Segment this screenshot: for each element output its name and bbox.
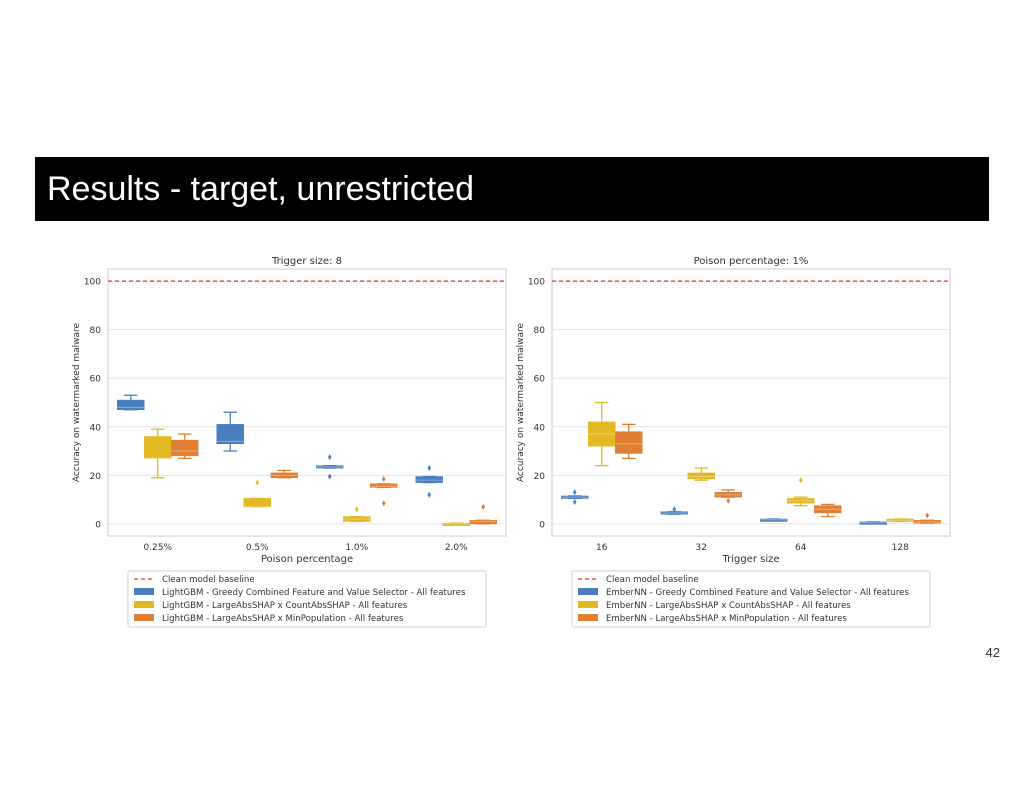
legend-swatch-minpop xyxy=(578,614,598,621)
legend-label: EmberNN - LargeAbsSHAP x MinPopulation -… xyxy=(606,614,847,624)
box-greedy-1.0% xyxy=(316,454,344,480)
y-tick-label: 40 xyxy=(534,423,546,433)
plot-area xyxy=(551,268,951,537)
box-body xyxy=(216,424,244,445)
legend-box xyxy=(571,570,931,628)
outlier-point xyxy=(327,473,332,480)
box-minpop-16 xyxy=(615,423,643,459)
legend-swatch-greedy xyxy=(134,588,154,595)
box-countabs-2.0% xyxy=(442,522,470,526)
x-axis-label: Poison percentage xyxy=(261,554,353,565)
box-countabs-16 xyxy=(588,401,616,467)
legend-swatch-countabs xyxy=(134,601,154,608)
x-tick-label: 2.0% xyxy=(445,543,468,553)
outlier-point xyxy=(381,500,386,507)
y-tick-label: 60 xyxy=(90,375,102,385)
x-tick-label: 0.25% xyxy=(143,543,172,553)
legend-label: EmberNN - LargeAbsSHAP x CountAbsSHAP - … xyxy=(606,601,851,611)
slide-title: Results - target, unrestricted xyxy=(47,170,475,208)
y-tick-label: 40 xyxy=(90,423,102,433)
outlier-point xyxy=(427,465,432,472)
box-minpop-1.0% xyxy=(370,475,398,507)
chart-title: Poison percentage: 1% xyxy=(694,256,809,267)
box-countabs-32 xyxy=(687,467,715,481)
box-body xyxy=(117,399,145,411)
box-greedy-128 xyxy=(859,521,887,525)
legend-label: EmberNN - Greedy Combined Feature and Va… xyxy=(606,588,909,598)
outlier-point xyxy=(255,479,260,486)
outlier-point xyxy=(427,491,432,498)
legend-label: LightGBM - LargeAbsSHAP x CountAbsSHAP -… xyxy=(162,601,408,611)
box-body xyxy=(370,483,398,488)
box-body xyxy=(144,436,172,459)
box-body xyxy=(913,519,941,524)
outlier-point xyxy=(481,503,486,510)
box-greedy-64 xyxy=(760,518,788,522)
legend-label: Clean model baseline xyxy=(606,575,699,585)
box-greedy-0.5% xyxy=(216,411,244,452)
box-body xyxy=(270,472,298,478)
box-body xyxy=(343,516,371,522)
y-tick-label: 60 xyxy=(534,375,546,385)
box-countabs-64 xyxy=(787,477,815,507)
box-body xyxy=(760,518,788,522)
legend-swatch-countabs xyxy=(578,601,598,608)
box-body xyxy=(615,431,643,454)
box-minpop-0.25% xyxy=(171,433,199,459)
box-body xyxy=(243,498,271,508)
y-axis-label: Accuracy on watermarked malware xyxy=(516,322,526,482)
box-body xyxy=(171,439,199,457)
y-tick-label: 80 xyxy=(90,326,102,336)
x-tick-label: 1.0% xyxy=(345,543,368,553)
slide-title-bar: Results - target, unrestricted xyxy=(35,157,989,221)
y-tick-label: 20 xyxy=(534,472,546,482)
chart-trigger-size-8: Trigger size: 8 0 20 40 60 80 100 Accuracy on w… xyxy=(72,256,507,628)
legend-swatch-minpop xyxy=(134,614,154,621)
y-tick-label: 80 xyxy=(534,326,546,336)
box-countabs-128 xyxy=(886,518,914,523)
legend-label: Clean model baseline xyxy=(162,575,255,585)
box-body xyxy=(687,472,715,480)
y-tick-label: 100 xyxy=(528,278,545,288)
y-tick-label: 100 xyxy=(84,278,101,288)
y-tick-label: 0 xyxy=(95,520,101,530)
x-tick-label: 16 xyxy=(596,543,608,553)
legend-label: LightGBM - LargeAbsSHAP x MinPopulation … xyxy=(162,614,404,624)
x-tick-label: 128 xyxy=(892,543,909,553)
box-countabs-1.0% xyxy=(343,506,371,523)
box-greedy-0.25% xyxy=(117,394,145,411)
box-greedy-2.0% xyxy=(415,465,443,498)
outlier-point xyxy=(354,506,359,513)
box-body xyxy=(442,522,470,526)
legend-box xyxy=(127,570,487,628)
x-tick-label: 64 xyxy=(795,543,807,553)
page-number: 42 xyxy=(985,645,1000,660)
y-axis-label: Accuracy on watermarked malware xyxy=(72,322,82,482)
outlier-point xyxy=(381,475,386,482)
chart-title: Trigger size: 8 xyxy=(271,256,342,267)
box-body xyxy=(787,498,815,504)
box-body xyxy=(469,519,497,525)
box-minpop-0.5% xyxy=(270,469,298,479)
box-body xyxy=(316,465,344,469)
plot-area xyxy=(107,268,507,537)
x-tick-label: 0.5% xyxy=(246,543,269,553)
x-tick-label: 32 xyxy=(696,543,707,553)
legend-label: LightGBM - Greedy Combined Feature and V… xyxy=(162,588,466,598)
chart-poison-percentage-1: Poison percentage: 1% 0 20 40 60 80 100 Accurac… xyxy=(516,256,951,628)
x-axis-label: Trigger size xyxy=(721,554,779,565)
legend-swatch-greedy xyxy=(578,588,598,595)
box-minpop-2.0% xyxy=(469,503,497,525)
box-body xyxy=(415,476,443,483)
outlier-point xyxy=(327,454,332,461)
box-body xyxy=(859,521,887,525)
box-body xyxy=(588,421,616,447)
box-countabs-0.5% xyxy=(243,479,271,508)
box-minpop-64 xyxy=(814,503,842,518)
box-body xyxy=(714,492,742,498)
box-body xyxy=(814,505,842,514)
y-tick-label: 0 xyxy=(539,520,545,530)
box-body xyxy=(561,495,589,499)
y-tick-label: 20 xyxy=(90,472,102,482)
